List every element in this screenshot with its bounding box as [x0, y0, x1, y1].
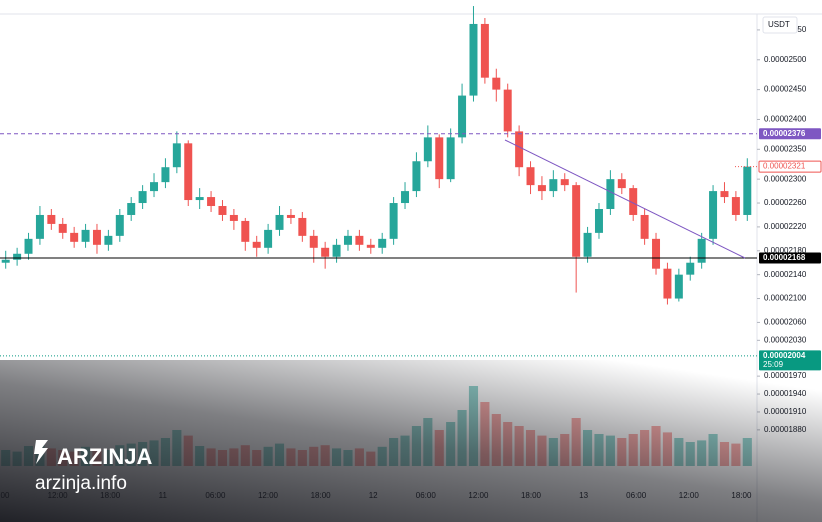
candle-body [275, 214, 284, 230]
candle-body [503, 89, 512, 132]
price-label: 0.00002168 [763, 253, 806, 262]
candle-body [92, 229, 101, 245]
price-label-box [759, 128, 821, 140]
candle-body [207, 197, 216, 207]
candle-body [70, 232, 79, 242]
y-tick-label: 0.00002450 [764, 85, 807, 94]
price-label: 0.00002004 [763, 351, 806, 360]
candle-body [446, 137, 455, 180]
candle-body [640, 214, 649, 239]
candle-body [492, 77, 501, 90]
candle-body [24, 238, 33, 254]
candle-body [652, 238, 661, 269]
candle-body [81, 229, 90, 242]
price-label-box [759, 252, 821, 264]
candle-body [321, 247, 330, 257]
candle-body [252, 241, 261, 248]
candle-body [743, 166, 752, 215]
candle-body [674, 274, 683, 299]
candle-body [355, 235, 364, 245]
y-tick-label: 0.00002300 [764, 174, 807, 183]
last-price-box [758, 160, 822, 173]
candle-body [697, 238, 706, 263]
y-tick-label: 0.00002180 [764, 246, 807, 255]
candle-body [229, 214, 238, 221]
candle-body [572, 185, 581, 257]
candle-body [606, 179, 615, 209]
candle-body [366, 244, 375, 248]
candle-body [378, 238, 387, 248]
last-price-label: 0.00002321 [763, 162, 806, 171]
candle-body [264, 229, 273, 248]
candle-body [47, 214, 56, 224]
candle-body [115, 214, 124, 236]
candle-body [389, 203, 398, 239]
candle-body [127, 203, 136, 215]
candle-body [138, 191, 147, 204]
candle-body [401, 191, 410, 204]
candle-body [309, 235, 318, 248]
candle-body [515, 131, 524, 168]
y-tick-label: 0.00002500 [764, 55, 807, 64]
candle-body [104, 235, 113, 245]
y-tick-label: 0.00002100 [764, 294, 807, 303]
candle-body [709, 191, 718, 239]
y-tick-label: 0.00002140 [764, 270, 807, 279]
candle-body [458, 95, 467, 138]
candle-body [298, 217, 307, 236]
y-tick-label: 0.00002030 [764, 335, 807, 344]
currency-label: USDT [768, 20, 790, 29]
candle-body [537, 185, 546, 192]
candle-body [195, 197, 204, 201]
candle-body [241, 220, 250, 242]
candle-body [286, 214, 295, 218]
candle-body [731, 197, 740, 215]
y-tick-label: 0.00002260 [764, 198, 807, 207]
watermark-brand: ARZINJA [57, 444, 152, 469]
candle-body [150, 182, 159, 192]
y-tick-label: 0.00002350 [764, 144, 807, 153]
watermark-site: arzinja.info [35, 473, 127, 494]
candle-body [172, 143, 181, 168]
y-tick-label: 0.00002220 [764, 222, 807, 231]
candle-body [35, 214, 44, 239]
candle-body [218, 206, 227, 215]
candle-body [720, 191, 729, 198]
watermark-shade [0, 360, 822, 522]
trend-line [504, 139, 746, 259]
y-tick-label: 0.00002400 [764, 115, 807, 124]
currency-box [762, 16, 798, 34]
candle-body [594, 208, 603, 233]
candle-body [629, 188, 638, 215]
candle-body [480, 23, 489, 78]
y-tick-label: 0.00002060 [764, 318, 807, 327]
candle-body [332, 244, 341, 257]
watermark-logo [34, 440, 48, 464]
candle-body [526, 167, 535, 186]
candle-body [617, 179, 626, 189]
candle-body [469, 23, 478, 96]
candle-body [560, 179, 569, 186]
candle-body [686, 262, 695, 275]
candle-body [435, 137, 444, 180]
candle-body [161, 167, 170, 183]
candle-body [1, 259, 10, 263]
candle-body [423, 137, 432, 162]
candle-body [184, 143, 193, 201]
candle-body [583, 232, 592, 257]
candle-body [663, 268, 672, 299]
candle-body [58, 223, 67, 233]
candle-body [343, 235, 352, 245]
price-label: 0.00002376 [763, 129, 806, 138]
candle-body [549, 179, 558, 192]
candle-body [412, 161, 421, 192]
candle-body [13, 253, 22, 260]
